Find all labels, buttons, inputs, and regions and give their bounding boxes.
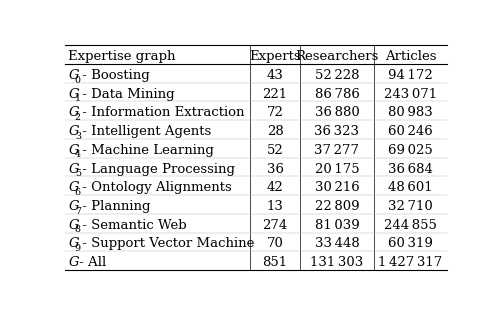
Text: G: G — [68, 144, 79, 157]
Text: 1 427 317: 1 427 317 — [378, 256, 442, 269]
Text: 69 025: 69 025 — [388, 144, 433, 157]
Text: 60 319: 60 319 — [388, 237, 433, 251]
Text: 48 601: 48 601 — [388, 181, 432, 194]
Text: 36: 36 — [267, 163, 283, 176]
Text: 6: 6 — [75, 188, 81, 197]
Text: - All: - All — [75, 256, 106, 269]
Text: 52 228: 52 228 — [315, 69, 359, 82]
Text: 30 216: 30 216 — [314, 181, 359, 194]
Text: - Machine Learning: - Machine Learning — [78, 144, 214, 157]
Text: Expertise graph: Expertise graph — [68, 50, 176, 63]
Text: 94 172: 94 172 — [388, 69, 433, 82]
Text: G: G — [68, 106, 79, 119]
Text: 33 448: 33 448 — [314, 237, 359, 251]
Text: Articles: Articles — [385, 50, 436, 63]
Text: 70: 70 — [267, 237, 283, 251]
Text: 22 809: 22 809 — [315, 200, 359, 213]
Text: 72: 72 — [267, 106, 283, 119]
Text: 243 071: 243 071 — [384, 88, 437, 100]
Text: 2: 2 — [75, 113, 81, 122]
Text: 60 246: 60 246 — [388, 125, 433, 138]
Text: 9: 9 — [75, 244, 81, 253]
Text: - Planning: - Planning — [78, 200, 151, 213]
Text: G: G — [68, 88, 79, 100]
Text: G: G — [68, 125, 79, 138]
Text: G: G — [68, 181, 79, 194]
Text: - Data Mining: - Data Mining — [78, 88, 175, 100]
Text: 3: 3 — [75, 132, 81, 141]
Text: - Ontology Alignments: - Ontology Alignments — [78, 181, 232, 194]
Text: - Intelligent Agents: - Intelligent Agents — [78, 125, 212, 138]
Text: 42: 42 — [267, 181, 283, 194]
Text: - Semantic Web: - Semantic Web — [78, 219, 187, 232]
Text: 851: 851 — [262, 256, 288, 269]
Text: G: G — [68, 69, 79, 82]
Text: 28: 28 — [267, 125, 283, 138]
Text: 221: 221 — [262, 88, 288, 100]
Text: 7: 7 — [75, 207, 81, 216]
Text: 32 710: 32 710 — [388, 200, 433, 213]
Text: - Information Extraction: - Information Extraction — [78, 106, 245, 119]
Text: G: G — [68, 200, 79, 213]
Text: 36 323: 36 323 — [314, 125, 360, 138]
Text: G: G — [68, 219, 79, 232]
Text: 36 684: 36 684 — [388, 163, 433, 176]
Text: 13: 13 — [267, 200, 283, 213]
Text: 131 303: 131 303 — [310, 256, 364, 269]
Text: 43: 43 — [267, 69, 283, 82]
Text: 0: 0 — [75, 76, 81, 84]
Text: - Language Processing: - Language Processing — [78, 163, 235, 176]
Text: Researchers: Researchers — [295, 50, 379, 63]
Text: Experts: Experts — [249, 50, 301, 63]
Text: G: G — [68, 237, 79, 251]
Text: 36 880: 36 880 — [314, 106, 359, 119]
Text: 52: 52 — [267, 144, 283, 157]
Text: G: G — [68, 163, 79, 176]
Text: 86 786: 86 786 — [314, 88, 360, 100]
Text: 244 855: 244 855 — [384, 219, 437, 232]
Text: - Support Vector Machine: - Support Vector Machine — [78, 237, 255, 251]
Text: 4: 4 — [75, 150, 81, 159]
Text: G: G — [68, 256, 79, 269]
Text: 1: 1 — [75, 94, 81, 103]
Text: - Boosting: - Boosting — [78, 69, 150, 82]
Text: 81 039: 81 039 — [314, 219, 359, 232]
Text: 37 277: 37 277 — [314, 144, 360, 157]
Text: 274: 274 — [262, 219, 288, 232]
Text: 5: 5 — [75, 169, 81, 178]
Text: 20 175: 20 175 — [315, 163, 359, 176]
Text: 8: 8 — [75, 225, 81, 235]
Text: 80 983: 80 983 — [388, 106, 433, 119]
